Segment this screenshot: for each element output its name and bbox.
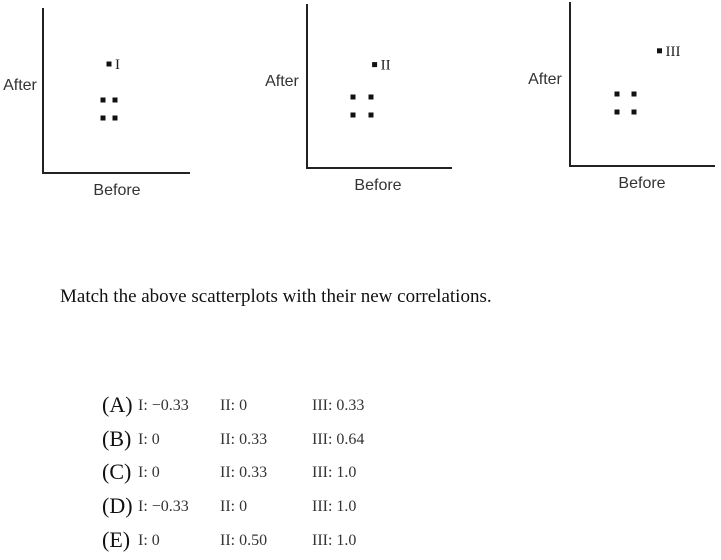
- scatterplots-figure: After Before I After Before II After Before III: [3, 2, 715, 199]
- choice-value-iii: III: 1.0: [312, 464, 357, 481]
- data-point: [350, 94, 356, 100]
- choice-value-i: I: 0: [138, 464, 160, 481]
- choice-letter: (C): [102, 459, 132, 484]
- x-axis-label: Before: [354, 177, 401, 194]
- data-point: [100, 97, 106, 103]
- choice-b[interactable]: (B) I: 0 II: 0.33 III: 0.64: [102, 426, 402, 454]
- choice-value-ii: II: 0.33: [220, 431, 268, 448]
- data-point: [657, 48, 662, 54]
- choice-e[interactable]: (E) I: 0 II: 0.50 III: 1.0: [102, 527, 402, 555]
- choice-value-ii: II: 0: [220, 498, 248, 515]
- data-point: [614, 91, 620, 97]
- data-point: [368, 112, 374, 118]
- x-axis-label: Before: [618, 175, 665, 192]
- scatterplot-1: After Before I: [3, 8, 190, 199]
- data-point: [350, 112, 356, 118]
- choice-letter: (B): [102, 426, 132, 451]
- point-label: I: [115, 57, 120, 73]
- choice-value-iii: III: 1.0: [312, 498, 357, 515]
- choice-value-iii: III: 0.33: [312, 397, 365, 414]
- axes: [42, 8, 190, 174]
- choice-letter: (A): [102, 392, 133, 417]
- data-point: [614, 109, 620, 115]
- choice-d[interactable]: (D) I: −0.33 II: 0 III: 1.0: [102, 493, 402, 521]
- question-text: Match the above scatterplots with their …: [60, 286, 492, 307]
- data-point: [112, 97, 118, 103]
- data-point: [631, 109, 637, 115]
- scatterplot-2: After Before II: [265, 4, 452, 194]
- data-point: [368, 94, 374, 100]
- choice-value-iii: III: 0.64: [312, 431, 365, 448]
- axes: [569, 2, 715, 167]
- scatterplot-3: After Before III: [528, 2, 715, 192]
- y-axis-label: After: [3, 77, 37, 94]
- data-point: [372, 62, 378, 68]
- choice-value-iii: III: 1.0: [312, 532, 357, 549]
- choice-value-ii: II: 0: [220, 397, 248, 414]
- choice-letter: (E): [102, 527, 131, 552]
- y-axis-label: After: [528, 71, 562, 88]
- choice-value-ii: II: 0.50: [220, 532, 268, 549]
- choice-letter: (D): [102, 493, 133, 518]
- choice-value-i: I: −0.33: [138, 397, 189, 414]
- point-label: II: [381, 58, 391, 74]
- choice-value-ii: II: 0.33: [220, 464, 268, 481]
- data-point: [106, 61, 112, 67]
- data-point: [112, 115, 118, 121]
- choice-value-i: I: 0: [138, 431, 160, 448]
- choice-value-i: I: 0: [138, 532, 160, 549]
- choice-a[interactable]: (A) I: −0.33 II: 0 III: 0.33: [102, 392, 402, 420]
- x-axis-label: Before: [93, 182, 140, 199]
- data-point: [100, 115, 106, 121]
- choice-c[interactable]: (C) I: 0 II: 0.33 III: 1.0: [102, 459, 402, 487]
- axes: [306, 4, 452, 169]
- choice-value-i: I: −0.33: [138, 498, 189, 515]
- y-axis-label: After: [265, 73, 299, 90]
- data-point: [631, 91, 637, 97]
- point-label: III: [666, 44, 681, 60]
